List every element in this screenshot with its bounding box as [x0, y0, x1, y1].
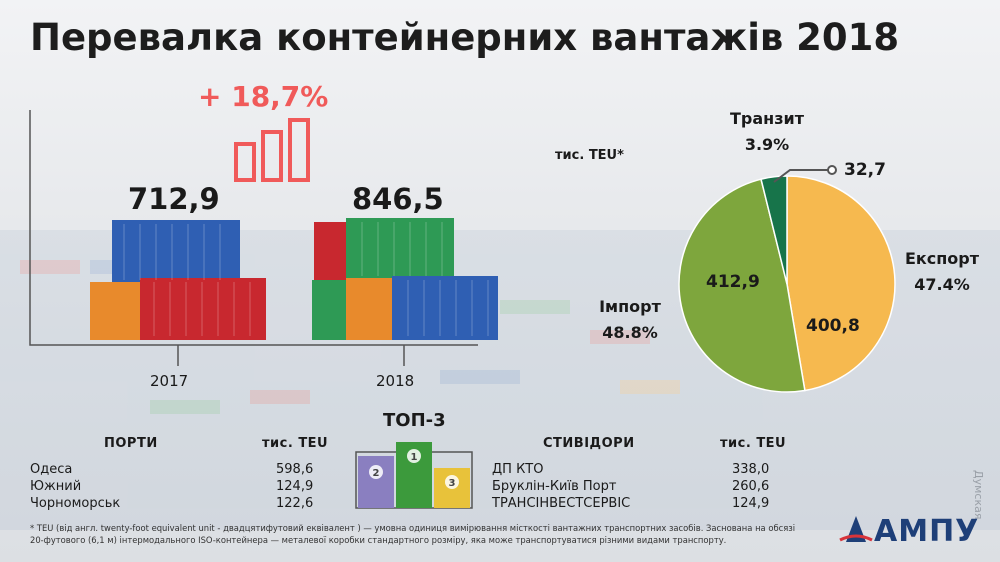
import-label: Імпорт 48.8% — [599, 297, 661, 342]
watermark: Думская — [972, 470, 985, 520]
pie-slice-Імпорт — [678, 178, 806, 393]
port-name: Чорноморськ — [30, 496, 121, 511]
value-2018: 846,5 — [352, 182, 444, 216]
stevedore-name: ДП КТО — [492, 462, 544, 477]
port-name: Одеса — [30, 462, 73, 477]
stevedore-value: 338,0 — [732, 462, 770, 477]
transit-value: 32,7 — [844, 160, 886, 180]
stevedores-header: СТИВІДОРИ — [543, 436, 635, 451]
logo: АМПУ — [874, 514, 980, 549]
podium-number: 1 — [411, 452, 418, 463]
year-label-2018: 2018 — [376, 372, 415, 390]
year-label-2017: 2017 — [150, 372, 189, 390]
pie-unit-label: тис. TEU* — [555, 148, 624, 163]
export-value: 400,8 — [806, 316, 860, 336]
stevedores-unit-header: тис. TEU — [720, 436, 787, 451]
import-value: 412,9 — [706, 272, 760, 292]
page-title: Перевалка контейнерних вантажів 2018 — [30, 16, 900, 59]
stevedore-name: ТРАНСІНВЕСТСЕРВІС — [492, 496, 631, 511]
podium-number: 2 — [373, 468, 380, 479]
export-label: Експорт 47.4% — [904, 249, 980, 294]
stevedore-value: 260,6 — [732, 479, 770, 494]
podium-number: 3 — [449, 478, 456, 489]
containers-2017 — [90, 220, 266, 340]
podium-second — [358, 456, 394, 508]
port-value: 124,9 — [276, 479, 314, 494]
port-name: Южний — [30, 479, 82, 494]
pie-slice-Експорт — [786, 175, 896, 392]
port-value: 122,6 — [276, 496, 314, 511]
pie-slice-Транзит — [760, 175, 788, 285]
growth-percent: + 18,7% — [198, 80, 329, 113]
stevedore-name: Бруклін-Київ Порт — [492, 479, 617, 494]
port-value: 598,6 — [276, 462, 314, 477]
ports-unit-header: тис. TEU — [262, 436, 329, 451]
top3-title: ТОП-3 — [383, 410, 446, 431]
containers-2018 — [312, 218, 498, 340]
ports-header: ПОРТИ — [104, 436, 158, 451]
footnote: * TEU (від англ. twenty-foot equivalent … — [30, 523, 796, 545]
transit-label: Транзит 3.9% — [730, 109, 804, 154]
stevedore-value: 124,9 — [732, 496, 770, 511]
value-2017: 712,9 — [128, 182, 220, 216]
